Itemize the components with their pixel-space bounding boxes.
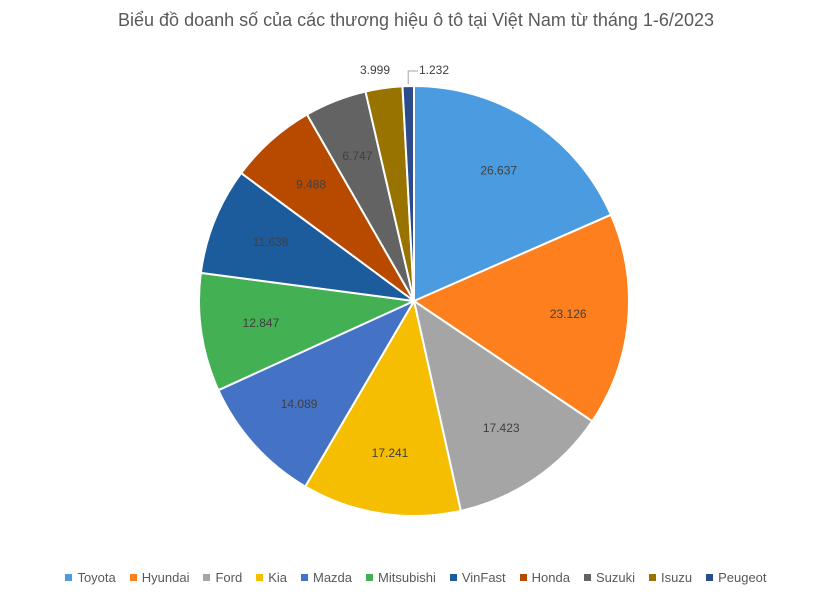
- legend-label: Toyota: [77, 570, 116, 585]
- data-labels: 26.637 23.126 17.423 17.241 14.089 12.847 11.6…: [243, 63, 587, 460]
- data-label-ford: 17.423: [483, 421, 520, 435]
- chart-title: Biểu đồ doanh số của các thương hiệu ô t…: [118, 10, 714, 30]
- data-label-isuzu: 3.999: [360, 63, 390, 77]
- legend-label: Isuzu: [661, 570, 693, 585]
- legend-swatch: [449, 574, 457, 581]
- legend-label: Hyundai: [141, 570, 190, 585]
- data-label-toyota: 26.637: [480, 164, 517, 178]
- data-label-suzuki: 6.747: [342, 149, 372, 163]
- pie-slice-toyota: [413, 85, 612, 302]
- pie-slice-vinfast: [199, 172, 415, 302]
- leader-line-peugeot: [407, 70, 418, 85]
- legend-label: Honda: [531, 570, 570, 585]
- legend-item-toyota: Toyota: [65, 570, 116, 585]
- legend-item-peugeot: Peugeot: [706, 570, 767, 585]
- pie-slice-peugeot: [401, 85, 415, 302]
- legend-swatch: [65, 574, 73, 581]
- legend-item-ford: Ford: [203, 570, 242, 585]
- legend-label: Ford: [215, 570, 243, 585]
- data-label-kia: 17.241: [372, 446, 409, 460]
- legend-swatch: [366, 574, 374, 581]
- legend-label: VinFast: [461, 570, 506, 585]
- legend-item-hyundai: Hyundai: [129, 570, 190, 585]
- pie-chart: 26.637 23.126 17.423 17.241 14.089 12.847 11.6…: [198, 63, 630, 517]
- legend-item-honda: Honda: [519, 570, 570, 585]
- legend-label: Mitsubishi: [378, 570, 436, 585]
- legend-swatch: [519, 574, 527, 581]
- data-label-hyundai: 23.126: [550, 307, 587, 321]
- legend-swatch: [301, 574, 308, 581]
- pie-slice-mazda: [217, 300, 415, 488]
- data-label-mitsubishi: 12.847: [243, 316, 280, 330]
- legend-swatch: [129, 574, 137, 581]
- data-label-honda: 9.488: [296, 178, 326, 192]
- legend-swatch: [649, 574, 657, 581]
- legend-item-suzuki: Suzuki: [583, 570, 636, 585]
- legend-item-mitsubishi: Mitsubishi: [366, 570, 436, 585]
- data-label-peugeot: 1.232: [419, 63, 449, 77]
- legend-item-mazda: Mazda: [301, 570, 352, 585]
- pie-slice-ford: [413, 300, 594, 512]
- pie-slice-kia: [304, 300, 462, 517]
- legend: Toyota Hyundai Ford Kia Mazda Mitsubishi VinFa…: [0, 570, 832, 585]
- legend-swatch: [706, 574, 714, 581]
- pie-slice-mitsubishi: [198, 271, 415, 392]
- legend-label: Peugeot: [718, 570, 767, 585]
- legend-item-vinfast: VinFast: [449, 570, 506, 585]
- data-label-vinfast: 11.638: [253, 235, 289, 249]
- pie-slice-hyundai: [413, 213, 630, 423]
- legend-item-isuzu: Isuzu: [649, 570, 692, 585]
- pie-slices: [198, 85, 630, 517]
- legend-label: Mazda: [313, 570, 353, 585]
- data-label-mazda: 14.089: [281, 397, 318, 411]
- legend-swatch: [256, 574, 264, 581]
- legend-swatch: [203, 574, 211, 581]
- legend-label: Suzuki: [595, 570, 636, 585]
- legend-label: Kia: [268, 570, 287, 585]
- legend-item-kia: Kia: [256, 570, 287, 585]
- legend-swatch: [583, 574, 591, 581]
